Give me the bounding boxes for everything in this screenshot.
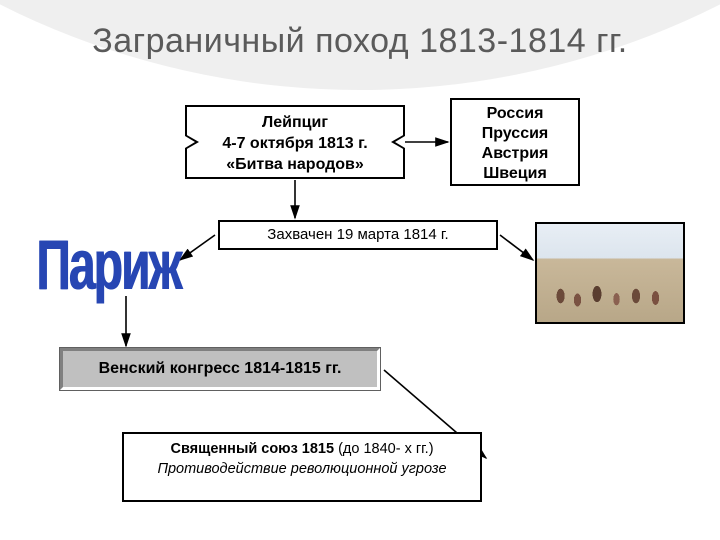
leipzig-line2: 4-7 октября 1813 г. (187, 134, 403, 155)
captured-box: Захвачен 19 марта 1814 г. (218, 220, 498, 250)
alliance-line2: Противодействие революционной угрозе (134, 460, 470, 480)
paris-label: Париж (36, 226, 180, 307)
leipzig-box: Лейпциг 4-7 октября 1813 г. «Битва народ… (185, 105, 405, 179)
alliance-line1: Священный союз 1815 (до 1840- х гг.) (134, 440, 470, 460)
slide-title: Заграничный поход 1813-1814 гг. (0, 22, 720, 61)
country-4: Швеция (452, 164, 578, 184)
alliance-box: Священный союз 1815 (до 1840- х гг.) Про… (122, 432, 482, 502)
leipzig-line3: «Битва народов» (187, 155, 403, 176)
country-3: Австрия (452, 144, 578, 164)
paris-image (535, 222, 685, 324)
congress-box: Венский конгресс 1814-1815 гг. (60, 348, 380, 390)
country-1: Россия (452, 104, 578, 124)
countries-box: Россия Пруссия Австрия Швеция (450, 98, 580, 186)
country-2: Пруссия (452, 124, 578, 144)
leipzig-line1: Лейпциг (187, 113, 403, 134)
